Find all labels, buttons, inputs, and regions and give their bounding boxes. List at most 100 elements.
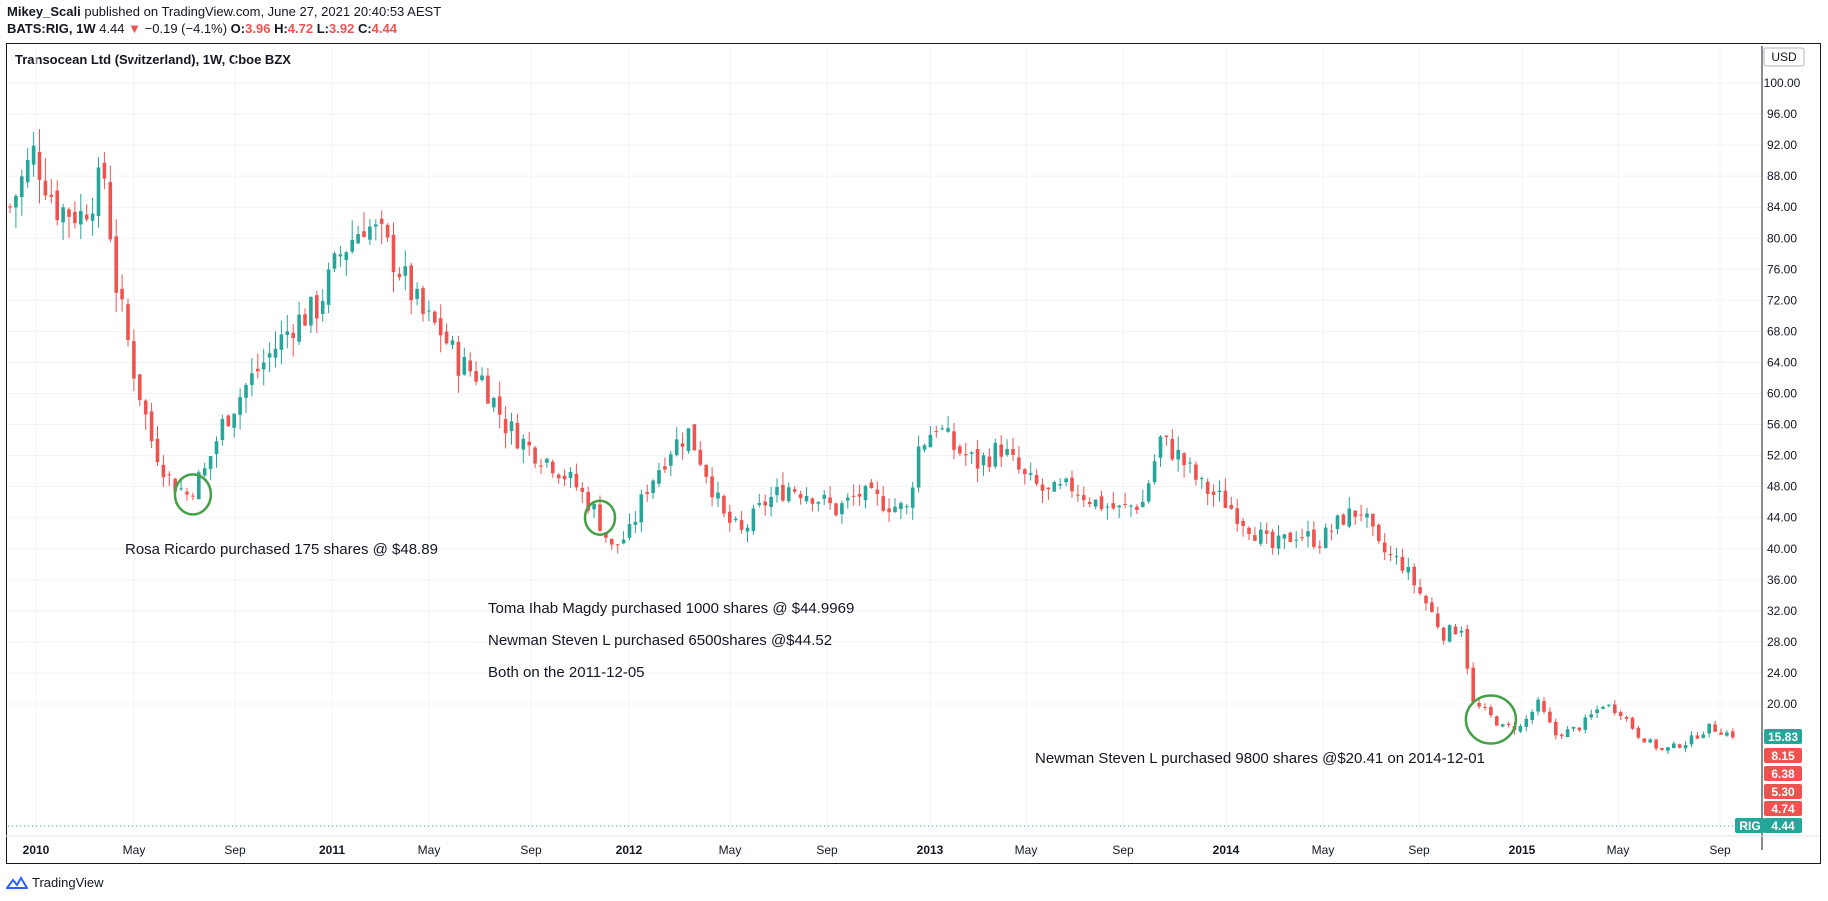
candle-body: [385, 224, 390, 238]
y-tick-label: 64.00: [1767, 355, 1797, 369]
candle-body: [1058, 484, 1062, 486]
y-tick-label: 40.00: [1767, 542, 1797, 556]
candle-body: [1506, 723, 1511, 726]
candle-body: [645, 492, 649, 495]
candle-body: [1241, 520, 1245, 526]
candle-body: [580, 487, 585, 492]
candle-body: [1017, 457, 1021, 470]
price-badge-label: 4.74: [1771, 802, 1795, 816]
candle-body: [374, 224, 378, 227]
candle-body: [1683, 744, 1688, 749]
candle-body: [1028, 473, 1033, 475]
candle-body: [379, 218, 384, 224]
candle-body: [273, 348, 278, 358]
candle-body: [1559, 734, 1564, 737]
candle-body: [143, 400, 148, 415]
candle-body: [822, 494, 826, 499]
candle-body: [551, 461, 555, 474]
candle-body: [138, 374, 142, 401]
candle-body: [79, 210, 83, 225]
candle-body: [875, 489, 880, 495]
y-tick-label: 44.00: [1767, 511, 1797, 525]
candle-body: [356, 234, 360, 244]
current-symbol-tag-bg: [1735, 818, 1765, 833]
candle-body: [202, 468, 207, 476]
candle-body: [710, 476, 714, 498]
candle-body: [769, 496, 773, 507]
candle-body: [946, 428, 950, 432]
chart-frame[interactable]: [6, 43, 1821, 864]
chart-title: Transocean Ltd (Switzerland), 1W, Cboe B…: [15, 52, 291, 67]
candle-body: [368, 226, 372, 240]
y-tick-label: 80.00: [1767, 231, 1797, 245]
candle-body: [43, 180, 48, 196]
candle-body: [232, 413, 236, 428]
candle-body: [214, 441, 219, 455]
candle-body: [1613, 704, 1617, 714]
candle-body: [1188, 462, 1192, 464]
candle-body: [1536, 699, 1540, 712]
candle-body: [403, 266, 408, 276]
candle-body: [1400, 556, 1405, 571]
x-tick-label: 2015: [1509, 843, 1536, 857]
candle-body: [1146, 483, 1151, 502]
candle-body: [391, 234, 396, 273]
candle-body: [279, 334, 284, 350]
x-tick-label: May: [418, 843, 441, 857]
candle-body: [1554, 721, 1558, 736]
candle-body: [1253, 535, 1257, 541]
candle-body: [1418, 587, 1422, 594]
candle-body: [8, 206, 12, 208]
candle-body: [757, 503, 762, 506]
candle-body: [1129, 505, 1133, 507]
candle-body: [1382, 542, 1387, 553]
y-tick-label: 60.00: [1767, 387, 1797, 401]
candle-body: [940, 428, 944, 430]
candle-body: [1483, 707, 1487, 709]
change-value: −0.19 (−4.1%): [144, 21, 228, 36]
candle-body: [185, 491, 189, 495]
author-name[interactable]: Mikey_Scali: [7, 4, 81, 19]
y-tick-label: 100.00: [1764, 76, 1801, 90]
candle-body: [1689, 735, 1694, 745]
candle-body: [533, 447, 537, 464]
candle-body: [1601, 706, 1605, 709]
candle-body: [899, 503, 903, 510]
y-tick-label: 84.00: [1767, 200, 1797, 214]
candle-body: [31, 145, 36, 165]
y-tick-label: 56.00: [1767, 418, 1797, 432]
candle-body: [1087, 501, 1092, 505]
candle-body: [1713, 724, 1717, 732]
candle-body: [238, 397, 242, 415]
candle-body: [1070, 477, 1074, 492]
candle-body: [887, 508, 891, 513]
candle-body: [651, 480, 655, 494]
candle-body: [663, 466, 667, 470]
candle-body: [421, 288, 425, 315]
price-badge-bg: [1764, 729, 1802, 744]
candle-body: [1672, 743, 1676, 748]
candle-body: [1034, 475, 1039, 484]
candle-body: [427, 310, 431, 312]
candle-body: [1111, 503, 1116, 509]
candle-body: [492, 397, 496, 408]
current-price-tag: 4.44: [1771, 819, 1795, 833]
candle-body: [1152, 461, 1157, 483]
candle-body: [1583, 717, 1588, 730]
y-tick-label: 52.00: [1767, 449, 1797, 463]
candle-body: [362, 231, 366, 237]
footer-brand[interactable]: TradingView: [6, 875, 104, 890]
toma-circle: [583, 499, 617, 536]
candle-body: [1182, 453, 1186, 466]
candle-body: [633, 521, 638, 525]
candle-body: [114, 236, 118, 293]
candle-body: [1270, 531, 1275, 549]
y-tick-label: 20.00: [1767, 697, 1797, 711]
candle-body: [161, 464, 166, 478]
candle-body: [1176, 449, 1180, 460]
candle-body: [1064, 478, 1068, 483]
candle-body: [1447, 625, 1452, 642]
candle-body: [1495, 716, 1499, 726]
currency-box[interactable]: [1763, 47, 1805, 67]
